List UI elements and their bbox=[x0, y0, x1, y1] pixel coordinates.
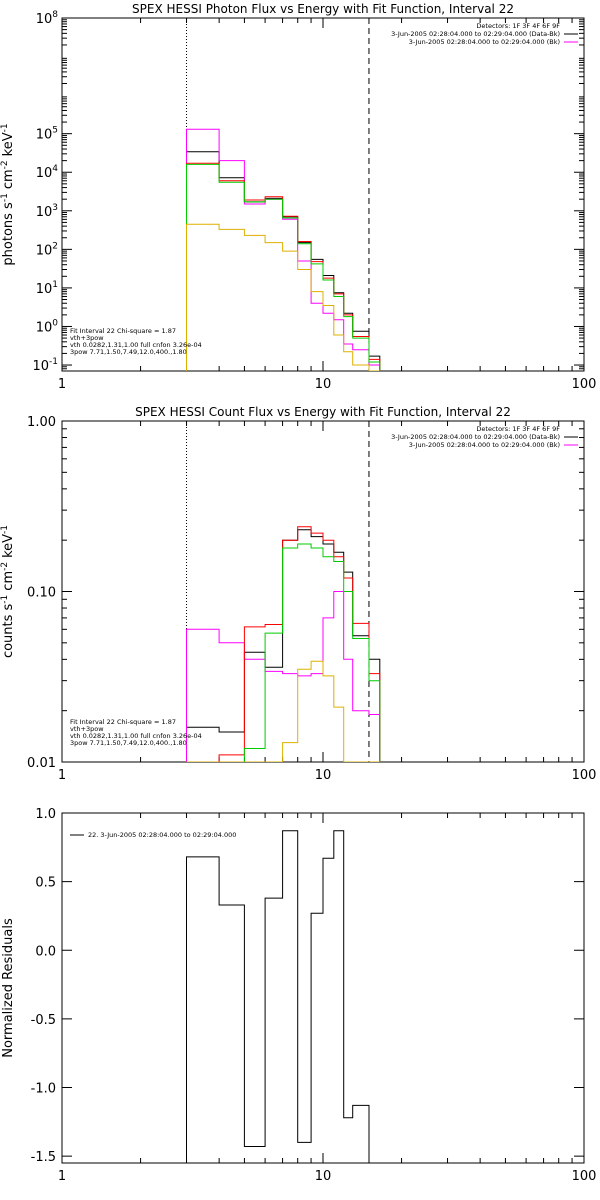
legend-text: vth 0.0282,1.31,1.00 full cnfon 3.26e-04 bbox=[70, 341, 202, 349]
series-line-4 bbox=[186, 543, 381, 762]
y-tick-base: 10 bbox=[36, 282, 53, 297]
y-tick-label: 103 bbox=[36, 203, 58, 220]
x-tick-label: 1 bbox=[58, 768, 66, 783]
y-axis-label: counts s-1cm-2keV-1 bbox=[0, 525, 16, 658]
series-line-2 bbox=[186, 128, 381, 371]
info-text: 3-Jun-2005 02:28:04.000 to 02:29:04.000 … bbox=[409, 38, 560, 46]
y-tick-label: 10-1 bbox=[32, 357, 58, 374]
y-tick-label: -0.5 bbox=[31, 1013, 56, 1028]
y-tick-exponent: 3 bbox=[52, 203, 58, 213]
series-line-5 bbox=[186, 660, 380, 762]
legend-text: 3pow 7.71,1.50,7.49,12.0,400.,1.80 bbox=[70, 348, 187, 356]
y-label-sup: -2 bbox=[0, 160, 10, 169]
plot-frame bbox=[61, 420, 585, 763]
chart-panel-3: 1 10 100 1.0 0.5 0.0 -0.5 -1.0 -1.5 Normalized Re… bbox=[1, 807, 596, 1184]
chart-panel-1: SPEX HESSI Photon Flux vs Energy with Fi… bbox=[0, 2, 596, 392]
info-text: 3-Jun-2005 02:28:04.000 to 02:29:04.000 … bbox=[409, 441, 560, 449]
x-tick-label: 10 bbox=[315, 377, 332, 392]
legend-text: vth 0.0282,1.31,1.00 full cnfon 3.26e-04 bbox=[70, 732, 202, 740]
legend-text: 3pow 7.71,1.50,7.49,12.0,400.,1.80 bbox=[70, 739, 187, 747]
y-tick-label: 1.00 bbox=[27, 415, 56, 430]
info-text: Detectors: 1F 3F 4F 6F 9F bbox=[476, 22, 560, 30]
series-line-3 bbox=[186, 162, 381, 371]
y-tick-label: 0.5 bbox=[35, 876, 56, 891]
legend-text: 22. 3-Jun-2005 02:28:04.000 to 02:29:04.… bbox=[88, 831, 236, 839]
y-label-part: cm bbox=[1, 169, 16, 189]
x-tick-label: 10 bbox=[315, 768, 332, 783]
series-line-5 bbox=[186, 223, 380, 371]
series-line-1 bbox=[186, 830, 370, 1163]
y-tick-exponent: -1 bbox=[49, 357, 58, 367]
y-tick-base: 10 bbox=[36, 166, 53, 181]
x-tick-label: 1 bbox=[58, 377, 66, 392]
y-tick-base: 10 bbox=[36, 205, 53, 220]
y-label-part: cm bbox=[1, 571, 16, 591]
x-tick-label: 100 bbox=[572, 768, 597, 783]
series-group bbox=[186, 128, 381, 371]
y-tick-base: 10 bbox=[36, 243, 53, 258]
y-tick-exponent: 4 bbox=[52, 164, 58, 174]
y-label-main: photons s bbox=[1, 202, 16, 266]
y-tick-base: 10 bbox=[32, 359, 49, 374]
y-tick-base: 10 bbox=[36, 128, 53, 143]
x-tick-label: 10 bbox=[315, 1169, 332, 1184]
y-tick-exponent: 0 bbox=[52, 318, 58, 328]
y-label-sup: -1 bbox=[0, 525, 10, 534]
y-tick-label: 108 bbox=[36, 10, 59, 27]
series-group bbox=[186, 830, 370, 1163]
plot-frame bbox=[61, 17, 585, 372]
y-tick-exponent: 5 bbox=[52, 126, 58, 136]
y-tick-label: 0.10 bbox=[27, 586, 56, 601]
x-tick-label: 100 bbox=[572, 377, 597, 392]
chart-panel-2: SPEX HESSI Count Flux vs Energy with Fit… bbox=[0, 405, 596, 783]
y-tick-label: -1.0 bbox=[31, 1082, 56, 1097]
x-tick-label: 100 bbox=[572, 1169, 597, 1184]
y-tick-label: 100 bbox=[36, 318, 59, 335]
y-tick-label: 105 bbox=[36, 126, 58, 143]
y-label-sup: -1 bbox=[0, 595, 10, 604]
legend-text: vth+3pow bbox=[70, 334, 104, 342]
info-text: Detectors: 1F 3F 4F 6F 9F bbox=[476, 425, 560, 433]
y-tick-base: 10 bbox=[36, 12, 53, 27]
chart-title: SPEX HESSI Photon Flux vs Energy with Fi… bbox=[132, 2, 514, 16]
y-label-part: keV bbox=[1, 534, 16, 558]
info-text: 3-Jun-2005 02:28:04.000 to 02:29:04.000 … bbox=[391, 30, 560, 38]
legend-text: Fit Interval 22 Chi-square = 1.87 bbox=[70, 327, 176, 335]
y-tick-label: 0.0 bbox=[35, 944, 56, 959]
y-tick-base: 10 bbox=[36, 320, 53, 335]
series-group bbox=[186, 526, 381, 762]
y-tick-label: 101 bbox=[36, 280, 58, 297]
y-label-sup: -1 bbox=[0, 193, 10, 202]
y-tick-exponent: 1 bbox=[52, 280, 58, 290]
y-tick-label: 102 bbox=[36, 241, 58, 258]
y-tick-label: 104 bbox=[36, 164, 59, 181]
legend-text: Fit Interval 22 Chi-square = 1.87 bbox=[70, 718, 176, 726]
y-axis-label: photons s-1cm-2keV-1 bbox=[0, 123, 16, 265]
info-text: 3-Jun-2005 02:28:04.000 to 02:29:04.000 … bbox=[391, 433, 560, 441]
series-line-1 bbox=[186, 529, 381, 762]
y-label-main: counts s bbox=[1, 603, 16, 658]
series-line-1 bbox=[186, 151, 381, 371]
y-axis-label: Normalized Residuals bbox=[1, 918, 16, 1058]
series-line-4 bbox=[186, 163, 381, 371]
series-line-2 bbox=[186, 591, 381, 762]
y-tick-label: -1.5 bbox=[31, 1150, 56, 1165]
y-tick-exponent: 8 bbox=[52, 10, 58, 20]
y-tick-label: 1.0 bbox=[35, 807, 56, 822]
x-tick-label: 1 bbox=[58, 1169, 66, 1184]
y-label-sup: -1 bbox=[0, 123, 10, 132]
legend-text: vth+3pow bbox=[70, 725, 104, 733]
y-label-sup: -2 bbox=[0, 562, 10, 571]
y-label-part: keV bbox=[1, 132, 16, 156]
y-tick-label: 0.01 bbox=[27, 756, 56, 771]
chart-title: SPEX HESSI Count Flux vs Energy with Fit… bbox=[135, 405, 511, 419]
y-tick-exponent: 2 bbox=[52, 241, 58, 251]
